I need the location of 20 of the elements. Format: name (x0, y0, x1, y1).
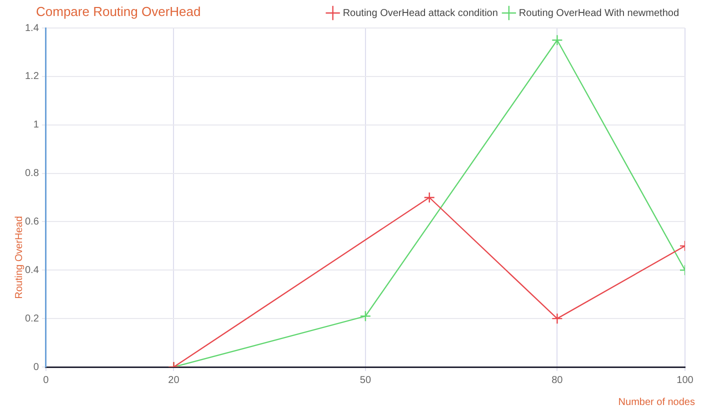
y-tick-label: 0.8 (24, 168, 40, 180)
legend-label: Routing OverHead With newmethod (518, 8, 679, 19)
chart-title: Compare Routing OverHead (36, 4, 201, 20)
x-tick-label: 80 (552, 374, 564, 386)
point (360, 310, 372, 322)
y-tick-label: 1 (33, 120, 40, 131)
y-tick-label: 1.4 (24, 22, 40, 34)
y-tick-label: 0.4 (24, 264, 40, 276)
point (424, 192, 435, 204)
y-tick-label: 0.6 (24, 216, 40, 228)
y-tick-label: 0 (33, 362, 40, 373)
y-tick-label: 0.2 (24, 313, 40, 324)
y-axis-title: Routing OverHead (14, 216, 25, 299)
x-tick-label: 0 (43, 374, 50, 386)
x-tick-label: 50 (360, 374, 372, 386)
x-axis-title: Number of nodes (618, 396, 695, 408)
legend-label: Routing OverHead attack condition (342, 8, 498, 19)
x-tick-label: 20 (168, 374, 180, 386)
x-tick-label: 100 (676, 374, 694, 386)
y-tick-label: 1.2 (24, 71, 40, 82)
